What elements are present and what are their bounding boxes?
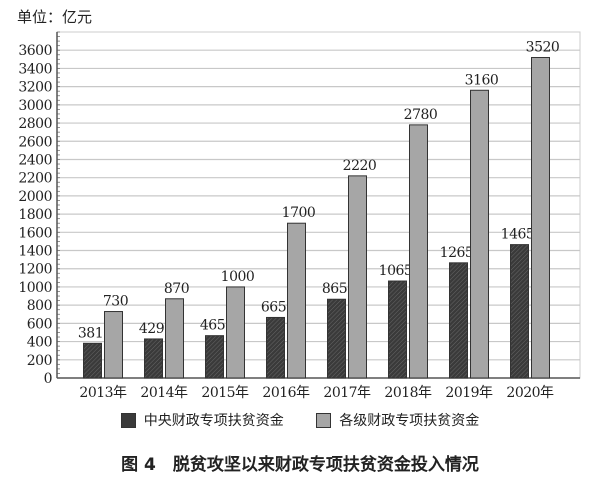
x-tick-label: 2015年 <box>201 385 249 401</box>
legend-label-all-levels: 各级财政专项扶贫资金 <box>339 413 480 429</box>
bar-all-levels <box>470 89 489 379</box>
data-label: 381 <box>78 325 103 341</box>
y-tick-label: 2600 <box>18 134 52 150</box>
data-label: 1265 <box>440 245 474 261</box>
bar-all-levels <box>348 175 367 379</box>
data-label: 1065 <box>379 263 413 279</box>
data-label: 865 <box>322 281 347 297</box>
legend-swatch-all-levels <box>316 412 332 428</box>
data-label: 465 <box>200 318 225 334</box>
x-tick-label: 2017年 <box>323 385 371 401</box>
bar-central <box>388 280 407 379</box>
x-tick-label: 2020年 <box>506 385 554 401</box>
y-tick-label: 1200 <box>18 262 52 278</box>
bar-central <box>327 298 346 379</box>
y-tick-label: 3000 <box>18 98 52 114</box>
y-tick-label: 3600 <box>18 43 52 59</box>
x-tick-label: 2018年 <box>384 385 432 401</box>
data-label: 3160 <box>465 72 499 88</box>
chart-title: 图 4 脱贫攻坚以来财政专项扶贫资金投入情况 <box>121 455 479 475</box>
y-tick-label: 2000 <box>18 189 52 205</box>
y-tick-label: 400 <box>27 335 52 351</box>
y-tick-label: 3400 <box>18 61 52 77</box>
bar-central <box>83 342 102 379</box>
x-tick-label: 2014年 <box>140 385 188 401</box>
y-tick-label: 1800 <box>18 207 52 223</box>
y-tick-label: 1600 <box>18 225 52 241</box>
y-tick-label: 200 <box>27 353 52 369</box>
x-tick-label: 2019年 <box>445 385 493 401</box>
data-label: 2780 <box>404 107 438 123</box>
bar-all-levels <box>104 311 123 379</box>
legend: 中央财政专项扶贫资金 各级财政专项扶贫资金 <box>0 410 600 432</box>
y-tick-label: 600 <box>27 316 52 332</box>
data-label: 3520 <box>526 39 560 55</box>
y-tick-label: 2200 <box>18 171 52 187</box>
data-label: 870 <box>164 281 189 297</box>
data-label: 665 <box>261 299 286 315</box>
bar-all-levels <box>226 286 245 379</box>
y-tick-label: 0 <box>44 371 52 387</box>
y-tick-label: 2400 <box>18 152 52 168</box>
bar-central <box>205 335 224 379</box>
bar-central <box>266 316 285 379</box>
legend-item-all-levels: 各级财政专项扶贫资金 <box>316 410 479 430</box>
x-tick-label: 2016年 <box>262 385 310 401</box>
data-label: 1000 <box>221 269 255 285</box>
bar-all-levels <box>409 124 428 379</box>
data-label: 2220 <box>343 158 377 174</box>
data-label: 1465 <box>501 227 535 243</box>
bar-central <box>449 262 468 379</box>
y-tick-label: 3200 <box>18 80 52 96</box>
legend-swatch-central <box>120 412 136 428</box>
y-tick-label: 1000 <box>18 280 52 296</box>
y-tick-label: 800 <box>27 298 52 314</box>
bar-all-levels <box>531 56 550 379</box>
bar-central <box>510 244 529 379</box>
legend-item-central: 中央财政专项扶贫资金 <box>120 410 284 430</box>
bar-all-levels <box>287 222 306 379</box>
legend-label-central: 中央财政专项扶贫资金 <box>143 413 284 429</box>
bar-central <box>144 338 163 379</box>
bar-all-levels <box>165 298 184 379</box>
data-label: 1700 <box>282 205 316 221</box>
data-label: 730 <box>103 294 128 310</box>
y-tick-label: 1400 <box>18 244 52 260</box>
y-tick-label: 2800 <box>18 116 52 132</box>
x-tick-label: 2013年 <box>79 385 127 401</box>
plot-area <box>56 31 581 379</box>
unit-label: 单位：亿元 <box>17 8 93 26</box>
data-label: 429 <box>139 321 164 337</box>
